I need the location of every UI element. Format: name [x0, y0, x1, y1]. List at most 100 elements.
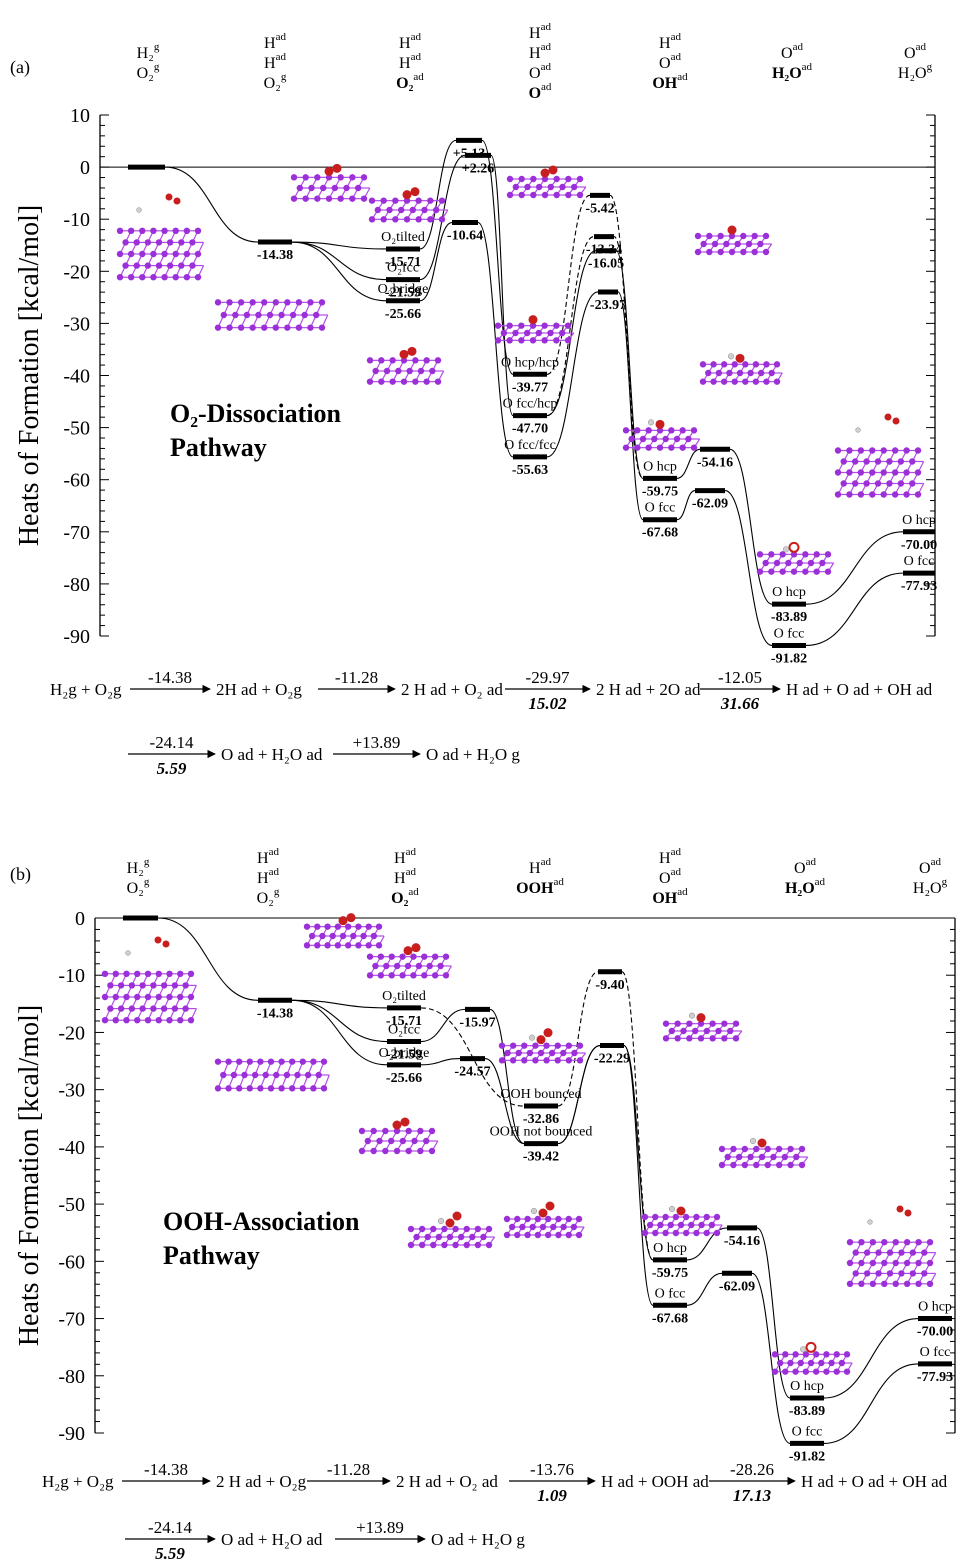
surface-slab-illustration — [366, 943, 452, 979]
equation-species: O ad + H₂O ad — [221, 745, 323, 764]
surface-slab-illustration — [303, 913, 385, 949]
pathway-curve — [291, 999, 388, 1066]
species-label: Had — [529, 41, 551, 62]
y-tick-label: -20 — [58, 1022, 85, 1044]
y-tick-label: -80 — [58, 1366, 85, 1388]
level-value: -77.93 — [917, 1370, 953, 1385]
species-label: Had — [264, 51, 286, 72]
species-label: Oad — [781, 41, 803, 62]
species-label: Oad — [659, 51, 681, 72]
pathway-title: OOH-Association — [163, 1207, 360, 1236]
level-value: -59.75 — [642, 484, 678, 499]
surface-slab-illustration — [622, 419, 701, 451]
reaction-barrier: 15.02 — [528, 694, 567, 713]
species-label: H₂g — [137, 41, 160, 62]
pathway-curve — [676, 490, 773, 647]
pathway-curve — [291, 999, 388, 1043]
level-value: -24.57 — [454, 1065, 490, 1080]
surface-slab-illustration — [756, 541, 835, 575]
reaction-energy: -14.38 — [148, 668, 192, 687]
pathway-curve — [823, 1363, 919, 1444]
level-label: O₂tilted — [381, 230, 425, 245]
surface-slab-illustration — [506, 165, 587, 199]
level-value: -25.66 — [386, 1071, 422, 1086]
pathway-curve — [419, 221, 514, 458]
level-label: OOH bounced — [500, 1087, 581, 1102]
reaction-energy: +13.89 — [356, 1518, 404, 1537]
level-value: -21.59 — [385, 286, 421, 301]
equation-species: H ad + OOH ad — [601, 1472, 709, 1491]
y-tick-label: -60 — [58, 1251, 85, 1273]
species-label: Had — [399, 31, 421, 52]
equation-species: 2 H ad + 2O ad — [596, 680, 701, 699]
surface-slab-illustration — [101, 936, 197, 1024]
species-label: H₂g — [127, 856, 150, 877]
pathway-curve — [686, 1227, 791, 1399]
y-tick-label: -90 — [58, 1423, 85, 1445]
y-tick-label: -50 — [58, 1194, 85, 1216]
surface-slab-illustration — [694, 225, 773, 256]
level-value: -54.16 — [724, 1234, 760, 1249]
species-label: Oad — [904, 41, 926, 62]
level-value: -70.00 — [917, 1325, 953, 1340]
surface-slab-illustration — [494, 315, 575, 344]
panel-label: (a) — [10, 57, 30, 78]
reaction-energy: -14.38 — [144, 1460, 188, 1479]
panel-b: (b) H₂gO₂gHadHadO₂gHadHadO₂adHadOOHadHadO… — [10, 846, 956, 1562]
reaction-energy: -24.14 — [148, 1518, 192, 1537]
level-value: -5.42 — [585, 201, 614, 216]
level-label: O hcp — [918, 1300, 952, 1315]
y-tick-label: -30 — [58, 1080, 85, 1102]
surface-slab-illustration — [718, 1137, 809, 1169]
pathway-curve — [420, 1058, 525, 1145]
species-label: O₂g — [127, 876, 150, 897]
reaction-energy: -24.14 — [150, 733, 194, 752]
level-value: -15.71 — [386, 1014, 422, 1029]
level-value: -16.05 — [588, 257, 624, 272]
surface-slab-illustration — [214, 299, 329, 331]
dashed-pathway-curve — [557, 971, 654, 1261]
level-label: O fcc — [774, 626, 805, 641]
pathway-title: Pathway — [163, 1241, 260, 1270]
reaction-energy: +13.89 — [353, 733, 401, 752]
level-value: -59.75 — [652, 1266, 688, 1281]
equation-species: 2 H ad + O₂g — [216, 1472, 307, 1491]
equation-species: H ad + O ad + OH ad — [801, 1472, 948, 1491]
level-value: -67.68 — [642, 526, 678, 541]
level-value: +2.26 — [462, 161, 494, 176]
surface-slab-illustration — [366, 346, 445, 385]
species-label: Had — [529, 856, 551, 877]
y-tick-label: -40 — [58, 1137, 85, 1159]
species-label: H₂Og — [913, 876, 948, 897]
level-label: O hcp — [643, 459, 677, 474]
level-value: -22.29 — [594, 1052, 630, 1067]
level-value: -83.89 — [771, 610, 807, 625]
dashed-pathway-curve — [546, 194, 644, 479]
species-label: Had — [257, 866, 279, 887]
species-label: Had — [394, 866, 416, 887]
species-label: Oad — [529, 61, 551, 82]
reaction-barrier: 1.09 — [537, 1486, 567, 1505]
reaction-energy: -13.76 — [530, 1460, 574, 1479]
equation-species: O ad + H₂O g — [426, 745, 520, 764]
pathway-curve — [805, 531, 904, 605]
pathway-curve — [557, 1045, 654, 1306]
equation-species: 2 H ad + O₂ ad — [396, 1472, 498, 1491]
equation-species: 2 H ad + O₂ ad — [401, 680, 503, 699]
surface-slab-illustration — [771, 1341, 853, 1375]
y-tick-label: -40 — [63, 366, 90, 388]
y-tick-label: -90 — [63, 626, 90, 648]
level-label: O fcc/fcc — [504, 438, 556, 453]
species-label: O₂g — [264, 71, 287, 92]
y-tick-label: -30 — [63, 313, 90, 335]
level-value: -39.42 — [523, 1150, 559, 1165]
